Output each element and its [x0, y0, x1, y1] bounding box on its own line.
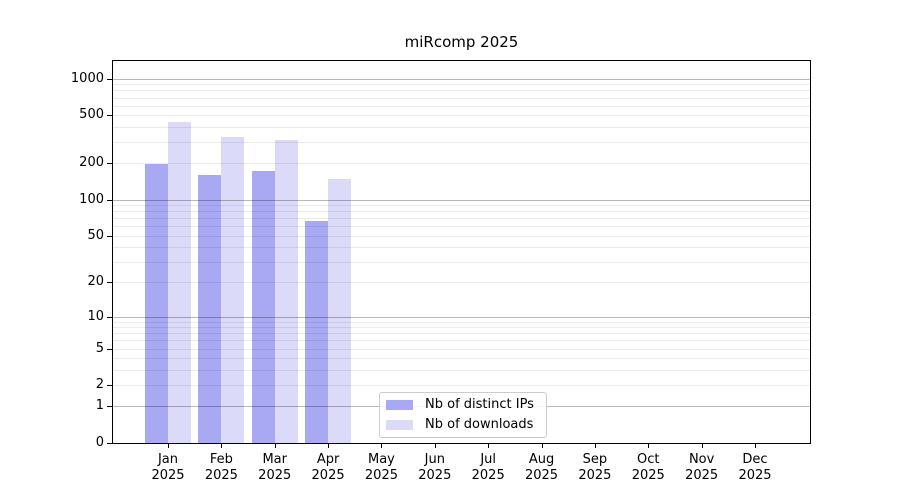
- gridline-minor: [113, 205, 810, 207]
- gridline-minor: [113, 385, 810, 387]
- x-tick: [221, 444, 223, 448]
- gridline-minor: [113, 282, 810, 284]
- gridline-minor: [113, 142, 810, 144]
- x-tick: [701, 444, 703, 448]
- y-tick-label: 50: [87, 227, 104, 243]
- x-tick-label: Sep 2025: [578, 452, 612, 483]
- x-tick-label: Jun 2025: [418, 452, 452, 483]
- x-tick-label: Apr 2025: [311, 452, 345, 483]
- bar-mar-distinct-ips: [251, 171, 275, 443]
- x-tick: [541, 444, 543, 448]
- y-tick: [107, 115, 112, 117]
- x-tick-label: Jan 2025: [151, 452, 185, 483]
- x-tick: [168, 444, 169, 448]
- bar-feb-distinct-ips: [198, 175, 222, 443]
- gridline-minor: [113, 358, 810, 360]
- y-tick-label: 1000: [70, 70, 104, 86]
- gridline-minor: [113, 84, 810, 86]
- gridline-major: [113, 78, 810, 80]
- y-tick: [107, 406, 112, 408]
- gridline-major: [113, 316, 810, 318]
- y-tick-label: 1: [95, 398, 104, 414]
- y-tick: [107, 282, 112, 284]
- y-tick-label: 500: [79, 107, 104, 123]
- x-tick-label: Nov 2025: [685, 452, 719, 483]
- gridline-minor: [113, 211, 810, 213]
- y-tick-label: 200: [79, 155, 104, 171]
- x-tick-label: Oct 2025: [631, 452, 665, 483]
- gridline-minor: [113, 369, 810, 371]
- legend-item-distinct-ips: Nb of distinct IPs: [380, 396, 546, 414]
- legend-swatch-downloads: [386, 420, 413, 431]
- gridline-minor: [113, 348, 810, 350]
- y-tick-label: 100: [79, 191, 104, 207]
- gridline-minor: [113, 126, 810, 128]
- y-tick-label: 0: [95, 435, 104, 450]
- gridline-minor: [113, 115, 810, 117]
- y-tick: [107, 348, 112, 350]
- bar-apr-distinct-ips: [305, 221, 329, 443]
- y-tick-label: 2: [95, 377, 104, 393]
- y-tick-label: 20: [87, 274, 104, 290]
- y-tick: [107, 235, 112, 237]
- gridline-minor: [113, 218, 810, 220]
- bar-jan-distinct-ips: [145, 164, 168, 443]
- bar-mar-downloads: [274, 139, 298, 443]
- legend-item-downloads: Nb of downloads: [380, 416, 546, 434]
- legend-label-downloads: Nb of downloads: [425, 417, 534, 433]
- gridline-minor: [113, 327, 810, 329]
- legend: Nb of distinct IPs Nb of downloads: [379, 392, 547, 438]
- x-tick-label: Feb 2025: [204, 452, 238, 483]
- gridline-major: [113, 199, 810, 201]
- plot-area: [112, 60, 811, 444]
- y-tick-label: 10: [87, 308, 104, 324]
- x-tick-label: Aug 2025: [524, 452, 559, 483]
- y-tick: [107, 385, 112, 387]
- legend-label-distinct-ips: Nb of distinct IPs: [425, 396, 534, 412]
- y-tick: [107, 316, 112, 318]
- x-tick: [488, 444, 490, 448]
- x-tick: [381, 444, 383, 448]
- gridline-minor: [113, 105, 810, 107]
- gridline-minor: [113, 340, 810, 342]
- gridline-minor: [113, 321, 810, 323]
- x-tick: [755, 444, 756, 448]
- x-tick: [594, 444, 596, 448]
- x-tick-label: Mar 2025: [258, 452, 292, 483]
- x-tick-label: Jul 2025: [471, 452, 505, 483]
- gridline-minor: [113, 97, 810, 99]
- chart-title: miRcomp 2025: [404, 33, 519, 51]
- x-tick: [648, 444, 650, 448]
- gridline-minor: [113, 90, 810, 92]
- bar-feb-downloads: [221, 136, 245, 443]
- x-tick-label: Dec 2025: [738, 452, 772, 483]
- gridline-minor: [113, 261, 810, 263]
- x-tick-label: May 2025: [364, 452, 398, 483]
- gridline-minor: [113, 247, 810, 249]
- legend-swatch-distinct-ips: [386, 399, 413, 410]
- x-tick: [434, 444, 436, 448]
- gridline-minor: [113, 163, 810, 165]
- x-tick: [274, 444, 276, 448]
- x-tick: [328, 444, 330, 448]
- y-tick: [107, 199, 112, 201]
- gridline-minor: [113, 226, 810, 228]
- bar-jan-downloads: [168, 121, 191, 443]
- y-tick: [107, 163, 112, 165]
- y-tick: [107, 78, 112, 80]
- y-tick-label: 5: [95, 340, 104, 356]
- y-tick: [107, 443, 112, 444]
- gridline-minor: [113, 333, 810, 335]
- gridline-minor: [113, 235, 810, 237]
- bar-apr-downloads: [328, 179, 352, 443]
